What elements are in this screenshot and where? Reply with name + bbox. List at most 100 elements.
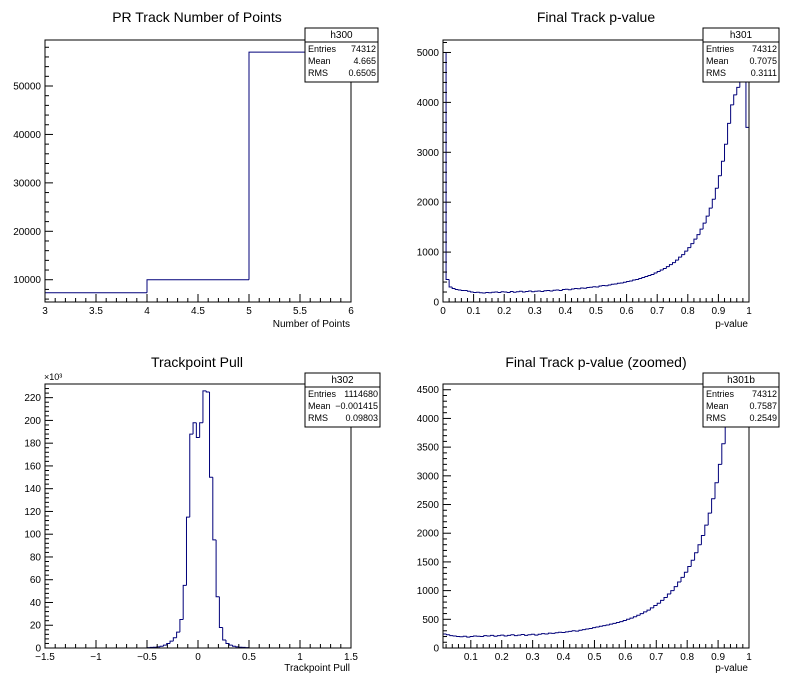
histogram-bin: [558, 290, 563, 292]
histogram-bin: [517, 634, 522, 636]
x-tick-label: 5: [246, 306, 252, 317]
y-tick-label: 500: [422, 615, 439, 626]
x-tick-label: 0.1: [467, 306, 481, 317]
histogram-bin: [717, 175, 722, 189]
histogram-bin: [527, 634, 532, 636]
histogram-bin: [448, 279, 453, 288]
x-tick-label: 0: [195, 652, 201, 663]
pad-final-pvalue: Final Track p-value 0 0.1 0.2 0.3 0.4 0.5 0.6 0…: [417, 9, 780, 330]
histogram-bin: [460, 290, 465, 292]
histogram-bin: [626, 281, 630, 283]
stats-value: −0.001415: [335, 401, 378, 411]
histogram-bin: [714, 187, 719, 200]
histogram-bin: [176, 631, 180, 638]
y-tick-label: 1500: [417, 557, 440, 568]
histogram-bin: [522, 291, 526, 293]
histogram-bin: [554, 632, 559, 634]
histogram-bin: [503, 635, 508, 637]
histogram-bin: [534, 634, 539, 636]
y-tick-label: 20: [30, 621, 42, 632]
x-tick-label: 0: [440, 306, 446, 317]
histogram-bin: [162, 644, 167, 647]
x-axis-label: p-value: [715, 319, 748, 330]
x-tick-label: 0.5: [589, 306, 603, 317]
x-tick-label: 0.8: [680, 652, 694, 663]
x-tick-label: 3.5: [89, 306, 103, 317]
pad-title: Final Track p-value: [537, 9, 655, 25]
x-axis-label: p-value: [715, 663, 748, 674]
histogram-bin: [610, 283, 615, 286]
histogram-bin: [717, 463, 722, 483]
histogram-bin: [670, 590, 675, 595]
histogram-bin: [647, 275, 652, 277]
histogram-bin: [500, 291, 505, 293]
x-tick-label: 0.7: [650, 306, 664, 317]
histogram-bin: [146, 279, 249, 293]
y-exponent-label: ×10³: [44, 372, 62, 382]
histogram-bin: [515, 291, 520, 293]
plot-frame: [442, 39, 750, 303]
histogram-bin: [509, 291, 514, 293]
histogram-bin: [720, 160, 725, 176]
stats-value: 1114680: [344, 389, 378, 399]
stats-value: 0.7075: [749, 56, 777, 66]
y-tick-label: 3000: [417, 148, 440, 159]
histogram-bin: [466, 636, 471, 638]
histogram-bin: [581, 629, 586, 631]
histogram-bin: [552, 289, 557, 292]
stats-name: h302: [331, 375, 354, 386]
histogram-bin: [567, 289, 572, 291]
histogram-bin: [680, 576, 685, 582]
histogram-bin: [673, 586, 678, 591]
histogram-bin: [524, 634, 528, 636]
histogram-bin: [199, 422, 203, 438]
histogram-bin: [525, 291, 529, 293]
histogram-bin: [561, 289, 566, 291]
y-tick-label: 5000: [417, 48, 440, 59]
stats-box-h302: h302 Entries 1114680 Mean −0.001415 RMS …: [304, 372, 381, 428]
histogram-bin: [745, 389, 750, 648]
histogram-bin: [520, 634, 525, 636]
x-tick-label: 0.5: [242, 652, 256, 663]
histogram-bin: [588, 627, 593, 630]
stats-value: 0.09803: [345, 413, 378, 423]
histogram-bin: [547, 632, 552, 634]
histogram-bin: [185, 516, 190, 586]
y-tick-label: 0: [433, 298, 439, 309]
histogram-bin: [622, 619, 627, 622]
x-tick-label: −1: [90, 652, 102, 663]
stats-value: 0.2549: [749, 413, 777, 423]
x-tick-label: 1: [746, 306, 752, 317]
x-tick-label: 1: [297, 652, 303, 663]
histogram-bin: [702, 222, 707, 230]
histogram-bin: [469, 636, 474, 638]
histogram-bin: [650, 274, 655, 276]
histogram-bin: [668, 264, 673, 267]
histogram-bin: [159, 645, 164, 647]
stats-value: 74312: [752, 389, 777, 399]
histogram-bin: [558, 631, 562, 633]
histogram-bin: [586, 287, 590, 289]
histogram-bin: [700, 535, 705, 545]
histogram-bin: [681, 254, 685, 258]
histogram-bin: [479, 292, 483, 294]
histogram-bin: [704, 524, 709, 536]
histogram-bin: [636, 614, 641, 617]
histogram-bin: [659, 269, 664, 272]
histogram-bin: [507, 634, 511, 636]
stats-value: 0.7587: [749, 401, 777, 411]
x-tick-label: 0.6: [620, 306, 634, 317]
histogram-bin: [470, 291, 474, 293]
histogram-bin: [649, 607, 654, 611]
y-tick-label: 4500: [417, 385, 440, 396]
histogram-bin: [632, 279, 636, 282]
y-tick-label: 1000: [417, 248, 440, 259]
histogram-bin: [580, 287, 584, 289]
histogram-bin: [724, 143, 728, 162]
histogram-bin: [638, 278, 642, 280]
x-tick-label: 0.9: [711, 306, 725, 317]
histogram-bin: [707, 512, 712, 526]
histogram-bin: [629, 280, 633, 282]
histogram-bin: [490, 634, 494, 636]
